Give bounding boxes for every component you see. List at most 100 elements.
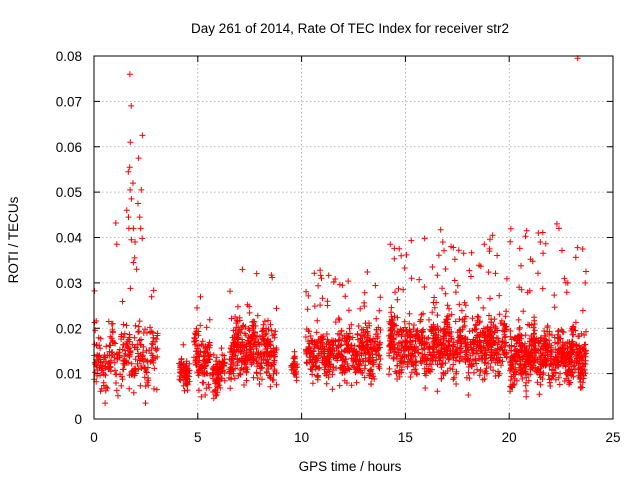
data-point <box>366 370 373 377</box>
data-point <box>134 360 141 367</box>
data-point <box>578 345 585 352</box>
data-point <box>441 247 447 254</box>
data-point <box>450 376 457 383</box>
data-point <box>330 364 337 371</box>
data-point <box>494 252 501 259</box>
y-tick-label: 0.06 <box>56 140 82 155</box>
data-point <box>567 349 574 356</box>
data-point <box>452 348 459 355</box>
data-point <box>525 371 532 378</box>
data-point <box>226 369 233 376</box>
data-point <box>582 279 589 286</box>
data-point <box>271 359 278 366</box>
data-point <box>458 307 465 314</box>
data-point <box>453 381 460 387</box>
data-point <box>445 355 452 362</box>
data-point <box>212 358 219 365</box>
data-point <box>386 343 393 350</box>
data-point <box>113 387 120 394</box>
data-point <box>498 344 505 351</box>
data-point <box>265 317 271 324</box>
data-point <box>255 349 262 356</box>
data-point <box>130 369 136 376</box>
data-point <box>537 239 544 245</box>
data-point <box>563 375 570 382</box>
data-point <box>315 282 322 289</box>
data-point <box>394 296 401 303</box>
data-point <box>243 377 250 384</box>
data-point <box>395 369 402 376</box>
data-point <box>309 337 316 344</box>
data-point <box>133 266 140 273</box>
data-point <box>487 333 494 339</box>
data-point <box>415 334 422 341</box>
data-point <box>483 340 490 347</box>
data-point <box>362 320 369 327</box>
data-point <box>233 324 240 331</box>
data-point <box>210 351 217 358</box>
data-point <box>401 358 408 365</box>
data-point <box>230 353 237 360</box>
data-point <box>217 370 223 377</box>
data-point <box>523 227 530 234</box>
data-point <box>241 382 247 388</box>
data-point <box>387 241 394 248</box>
data-point <box>116 346 123 353</box>
data-point <box>434 272 441 279</box>
data-point <box>480 304 487 311</box>
data-point <box>131 254 138 261</box>
data-point <box>205 355 212 362</box>
data-point <box>463 342 470 349</box>
data-point <box>465 355 472 362</box>
data-point <box>508 342 515 349</box>
data-point <box>523 388 530 394</box>
data-point <box>421 235 428 242</box>
data-point <box>323 380 330 387</box>
data-point <box>140 358 147 365</box>
data-point <box>214 384 221 391</box>
data-point <box>126 385 133 392</box>
data-point <box>363 338 369 344</box>
data-point <box>569 369 576 376</box>
data-point <box>229 334 236 341</box>
data-point <box>91 341 98 348</box>
data-point <box>246 303 253 310</box>
data-point <box>563 289 570 296</box>
data-point <box>325 272 332 279</box>
data-point <box>431 338 437 345</box>
data-point <box>503 308 510 315</box>
data-point <box>109 338 116 345</box>
data-point <box>502 351 509 358</box>
y-tick-label: 0.08 <box>56 49 82 64</box>
data-point <box>317 267 324 274</box>
data-point <box>541 338 548 345</box>
data-point <box>536 391 543 398</box>
data-point <box>475 294 482 301</box>
data-point <box>250 325 257 332</box>
data-point <box>546 379 553 386</box>
data-point <box>434 388 441 395</box>
data-point <box>366 351 373 358</box>
data-point <box>396 329 403 336</box>
data-point <box>205 341 212 348</box>
data-point <box>391 346 397 353</box>
data-point <box>94 372 100 379</box>
data-point <box>429 264 436 270</box>
data-point <box>487 236 493 243</box>
data-point <box>193 330 200 337</box>
data-point <box>195 359 202 366</box>
data-point <box>406 320 413 327</box>
data-point <box>304 306 311 313</box>
data-point <box>239 266 246 273</box>
data-point <box>303 359 310 366</box>
data-point <box>477 318 483 325</box>
data-point <box>200 343 207 349</box>
data-point <box>455 337 461 344</box>
data-point <box>495 372 502 379</box>
data-point <box>394 362 401 369</box>
data-point <box>502 323 509 330</box>
data-point <box>444 302 451 309</box>
data-point <box>540 250 547 257</box>
data-point <box>468 249 475 256</box>
data-point <box>503 339 510 346</box>
